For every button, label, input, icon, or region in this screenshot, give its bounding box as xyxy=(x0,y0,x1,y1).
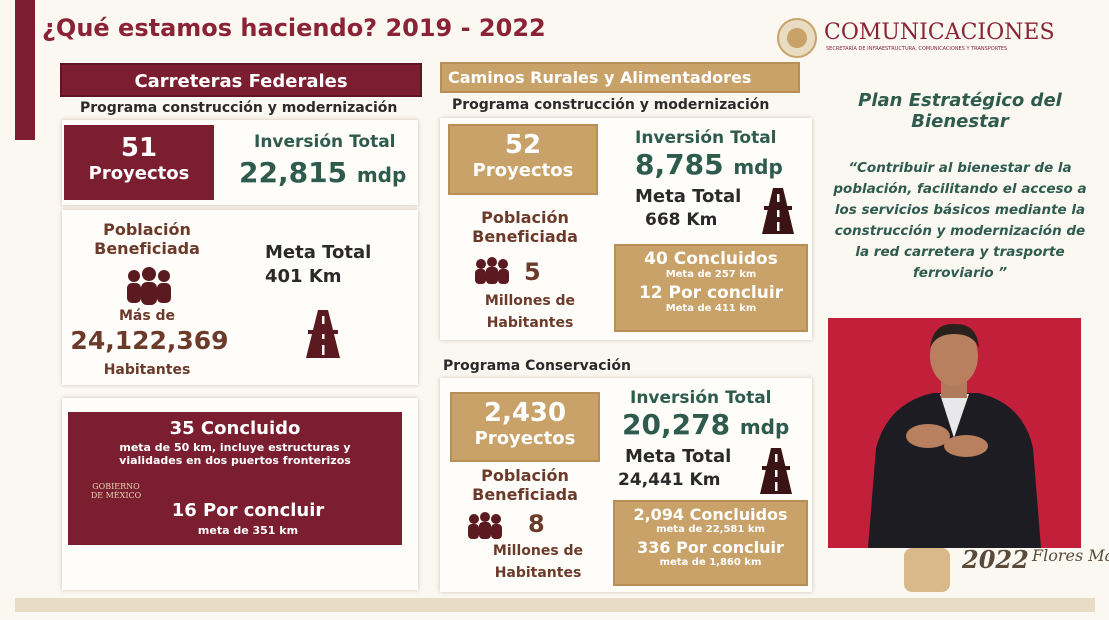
concluded-note: meta de 22,581 km xyxy=(656,524,765,535)
shirt xyxy=(940,394,969,438)
interpreter-video xyxy=(828,318,1081,548)
projects-label: Proyectos xyxy=(474,428,576,449)
card: 2,430 Proyectos Inversión Total 20,278 m… xyxy=(440,378,812,592)
ministry-subtitle: SECRETARÍA DE INFRAESTRUCTURA, COMUNICAC… xyxy=(826,46,1008,52)
investment-unit: mdp xyxy=(356,163,407,187)
program-subtitle: Programa construcción y modernización xyxy=(452,97,770,113)
card: Población Beneficiada Más de 24,122,369 … xyxy=(62,210,418,385)
population-value: 5 xyxy=(524,258,541,286)
meta-value: 24,441 Km xyxy=(618,470,720,490)
footer-name: Flores Magón xyxy=(1032,546,1109,565)
projects-box: 2,430 Proyectos xyxy=(450,392,600,462)
status-box: 35 Concluido meta de 50 km, incluye estr… xyxy=(68,412,402,545)
meta-number: 668 xyxy=(645,210,681,230)
seal xyxy=(777,18,817,58)
meta-number: 401 xyxy=(265,266,303,287)
seal-core xyxy=(787,28,807,48)
investment-label: Inversión Total xyxy=(630,388,772,408)
hand xyxy=(906,424,950,448)
meta-unit: Km xyxy=(308,266,342,287)
population-label: Población Beneficiada xyxy=(472,208,578,246)
card: 52 Proyectos Inversión Total 8,785 mdp M… xyxy=(440,118,812,340)
program-subtitle: Programa construcción y modernización xyxy=(80,100,398,116)
meta-label: Meta Total xyxy=(635,186,742,207)
projects-label: Proyectos xyxy=(88,163,190,184)
section-header: Carreteras Federales xyxy=(60,63,422,97)
status-box: 2,094 Concluidos meta de 22,581 km 336 P… xyxy=(613,500,808,586)
population-value: 24,122,369 xyxy=(70,326,229,355)
projects-number: 51 xyxy=(120,133,158,163)
meta-unit: Km xyxy=(686,210,718,230)
status-box: 40 Concluidos Meta de 257 km 12 Por conc… xyxy=(614,244,808,332)
concluded-note: meta de 50 km, incluye estructuras y via… xyxy=(119,441,351,467)
people-icon xyxy=(468,512,502,539)
pending: 12 Por concluir xyxy=(638,283,784,303)
plan-quote: “Contribuir al bienestar de la población… xyxy=(833,160,1087,281)
concluded: 40 Concluidos xyxy=(644,249,778,269)
road-icon xyxy=(306,310,340,358)
projects-number: 52 xyxy=(504,130,542,160)
pending: 16 Por concluir xyxy=(171,500,325,521)
pending-note: meta de 351 km xyxy=(197,524,299,537)
meta-value: 401 Km xyxy=(265,266,342,287)
footer-portrait xyxy=(904,548,950,592)
footer-year: 2022 xyxy=(962,545,1029,574)
concluded: 35 Concluido xyxy=(169,418,301,439)
plan-title: Plan Estratégico del Bienestar xyxy=(858,90,1062,132)
program-subtitle: Programa Conservación xyxy=(443,358,631,374)
population-value: 8 xyxy=(528,510,545,538)
concluded: 2,094 Concluidos xyxy=(633,505,788,524)
population-prefix: Más de xyxy=(118,308,176,324)
card: 51 Proyectos Inversión Total 22,815 mdp xyxy=(62,120,418,205)
ministry-name: COMUNICACIONES xyxy=(824,20,1055,45)
hand xyxy=(944,435,988,457)
head xyxy=(930,326,978,386)
road-icon xyxy=(760,448,792,494)
population-label: Población Beneficiada xyxy=(94,220,200,258)
gov-logo: GOBIERNO DE MÉXICO xyxy=(90,482,142,500)
investment-value: 8,785 mdp xyxy=(635,148,783,181)
investment-label: Inversión Total xyxy=(635,128,777,148)
section-header: Caminos Rurales y Alimentadores xyxy=(440,62,800,93)
investment-value: 20,278 mdp xyxy=(622,408,789,441)
pending-note: meta de 1,860 km xyxy=(659,557,762,568)
investment-number: 20,278 xyxy=(622,408,731,441)
population-unit: Millones de Habitantes xyxy=(492,543,584,581)
investment-unit: mdp xyxy=(733,155,783,179)
bottom-strip xyxy=(15,598,1095,612)
meta-label: Meta Total xyxy=(625,446,732,467)
concluded-note: Meta de 257 km xyxy=(665,269,757,280)
people-icon xyxy=(475,257,509,284)
meta-value: 668 Km xyxy=(645,210,717,230)
investment-label: Inversión Total xyxy=(254,132,396,152)
side-bar xyxy=(15,0,35,140)
pending: 336 Por concluir xyxy=(637,538,784,557)
card: 35 Concluido meta de 50 km, incluye estr… xyxy=(62,398,418,590)
hair xyxy=(930,323,979,348)
meta-unit: Km xyxy=(689,470,721,490)
projects-box: 52 Proyectos xyxy=(448,124,598,195)
population-label: Población Beneficiada xyxy=(472,466,578,504)
investment-number: 8,785 xyxy=(635,148,724,181)
investment-value: 22,815 mdp xyxy=(239,156,406,189)
meta-number: 24,441 xyxy=(618,470,684,490)
slide-title: ¿Qué estamos haciendo? 2019 - 2022 xyxy=(42,14,546,42)
people-icon xyxy=(127,267,171,305)
investment-unit: mdp xyxy=(739,415,790,439)
projects-number: 2,430 xyxy=(483,398,567,428)
population-unit: Habitantes xyxy=(103,362,191,378)
pending-note: Meta de 411 km xyxy=(665,303,757,314)
projects-label: Proyectos xyxy=(472,160,574,181)
meta-label: Meta Total xyxy=(265,242,372,263)
road-icon xyxy=(762,188,794,234)
investment-number: 22,815 xyxy=(239,156,348,189)
population-unit: Millones de Habitantes xyxy=(484,293,576,331)
projects-box: 51 Proyectos xyxy=(64,125,214,200)
